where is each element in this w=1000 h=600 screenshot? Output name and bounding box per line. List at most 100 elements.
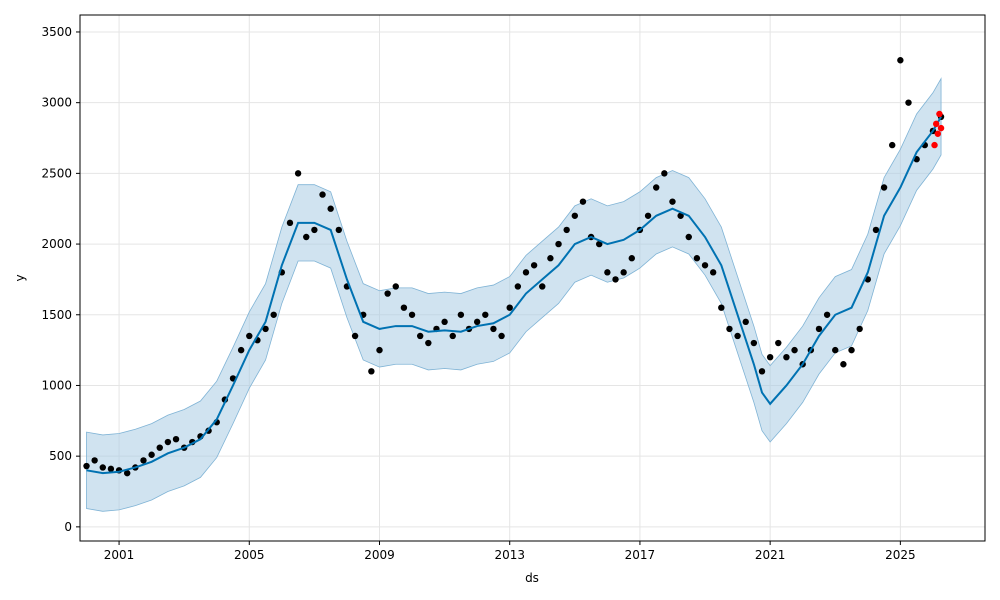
- y-tick-label: 3500: [41, 25, 72, 39]
- forecast-point: [937, 124, 945, 132]
- observed-point: [823, 311, 831, 318]
- observed-point: [783, 353, 790, 361]
- observed-point: [530, 262, 538, 269]
- observed-point: [628, 255, 635, 262]
- observed-point: [547, 255, 554, 262]
- observed-point: [514, 283, 522, 290]
- observed-point: [156, 444, 163, 451]
- observed-point: [327, 205, 334, 212]
- observed-point: [563, 226, 570, 234]
- observed-point: [897, 57, 904, 64]
- observed-point: [889, 141, 896, 149]
- observed-point: [669, 198, 676, 205]
- plot-frame: [79, 14, 986, 542]
- uncertainty-band: [86, 77, 942, 512]
- observed-point: [758, 368, 766, 375]
- observed-point: [335, 226, 343, 234]
- observed-point: [522, 269, 530, 276]
- observed-point: [482, 311, 489, 318]
- x-tick-label: 2009: [364, 548, 395, 562]
- observed-point: [319, 191, 326, 198]
- observed-point: [775, 339, 782, 347]
- observed-point: [726, 325, 733, 333]
- observed-point: [742, 318, 749, 326]
- interval-band-area: [86, 77, 942, 512]
- y-axis-ticks: 0 500 1000 1500 2000 2500 3000 3500: [41, 25, 80, 534]
- observed-point: [148, 451, 155, 458]
- observed-point: [473, 318, 481, 326]
- observed-point: [107, 465, 115, 473]
- observed-point: [596, 240, 603, 248]
- observed-point: [685, 233, 692, 241]
- observed-point: [653, 184, 660, 191]
- observed-point: [246, 332, 253, 340]
- y-tick-label: 2000: [41, 237, 72, 251]
- observed-point: [832, 346, 839, 354]
- observed-point: [506, 304, 513, 311]
- observed-point: [262, 325, 269, 333]
- y-tick-label: 2500: [41, 166, 72, 180]
- observed-point: [384, 290, 391, 297]
- observed-point: [848, 346, 855, 354]
- observed-point: [620, 269, 627, 276]
- x-tick-label: 2017: [625, 548, 656, 562]
- observed-point: [709, 269, 717, 276]
- observed-point: [172, 435, 180, 443]
- observed-point: [815, 325, 823, 333]
- trend-line-path: [86, 116, 942, 475]
- observed-point: [604, 269, 611, 276]
- observed-point: [791, 346, 798, 354]
- observed-point: [880, 184, 888, 191]
- y-tick-label: 1000: [41, 378, 72, 392]
- observed-point: [400, 304, 408, 311]
- observed-point: [734, 332, 741, 340]
- x-tick-label: 2001: [104, 548, 135, 562]
- x-tick-label: 2021: [755, 548, 786, 562]
- observed-point: [124, 469, 131, 477]
- x-tick-label: 2013: [494, 548, 525, 562]
- x-axis-ticks: 2001 2005 2009 2013 2017 2021 2025: [104, 541, 916, 562]
- observed-point: [457, 311, 465, 318]
- observed-point: [555, 240, 562, 248]
- observed-point: [612, 276, 619, 283]
- x-tick-label: 2005: [234, 548, 265, 562]
- observed-point: [579, 198, 587, 205]
- forecast-point: [936, 110, 943, 118]
- observed-point: [270, 311, 277, 318]
- observed-point: [840, 361, 847, 368]
- observed-point: [376, 346, 383, 354]
- observed-point: [750, 339, 758, 347]
- observed-point: [294, 170, 302, 177]
- y-tick-label: 1500: [41, 308, 72, 322]
- observed-point: [392, 283, 399, 290]
- observed-point: [91, 457, 98, 464]
- x-tick-label: 2025: [885, 548, 916, 562]
- forecast-point: [932, 120, 940, 128]
- y-tick-label: 0: [64, 520, 72, 534]
- observed-point: [311, 226, 318, 234]
- forecast-point: [931, 141, 938, 149]
- observed-point: [490, 325, 497, 333]
- observed-point: [718, 304, 725, 311]
- observed-point: [408, 311, 416, 318]
- observed-point: [905, 99, 912, 106]
- observed-point: [661, 170, 668, 177]
- y-axis-label: y: [13, 274, 27, 281]
- observed-point: [164, 438, 172, 446]
- forecast-point: [934, 130, 941, 137]
- observed-point: [368, 368, 375, 375]
- observed-point: [539, 283, 546, 290]
- observed-point: [701, 262, 709, 269]
- y-tick-label: 500: [49, 449, 72, 463]
- observed-point: [766, 353, 774, 361]
- observed-point: [303, 233, 310, 241]
- observed-point: [425, 339, 432, 347]
- observed-point: [99, 464, 106, 471]
- observed-point: [351, 332, 359, 340]
- observed-point: [140, 457, 147, 464]
- observed-point: [872, 226, 880, 234]
- observed-point: [498, 332, 505, 340]
- x-axis-label: ds: [525, 571, 539, 585]
- observed-point: [286, 219, 294, 227]
